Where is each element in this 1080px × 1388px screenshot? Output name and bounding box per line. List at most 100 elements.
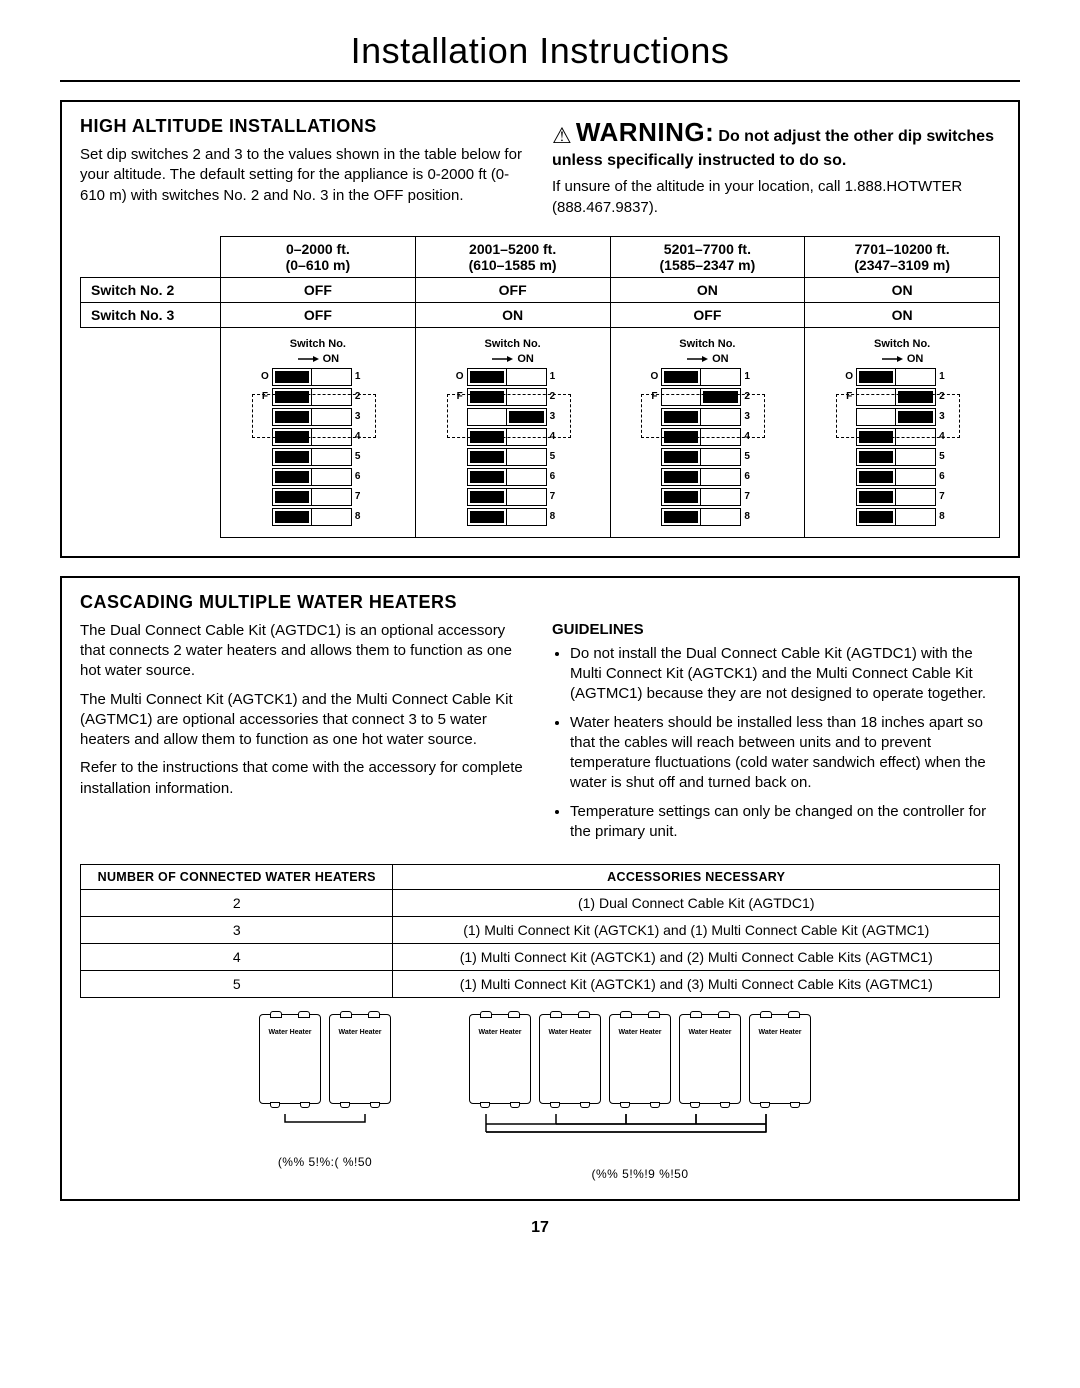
connector-5-icon: [455, 1114, 825, 1144]
r1c2: OFF: [610, 302, 805, 327]
dip-slot-on: [507, 508, 547, 526]
dip-slot-off: [856, 448, 896, 466]
dip-slot-off: [467, 488, 507, 506]
section1-p2: If unsure of the altitude in your locati…: [552, 177, 1000, 218]
dip-num: 6: [936, 471, 950, 482]
dip-slot-on: [701, 488, 741, 506]
dip-slot-off: [856, 488, 896, 506]
dip-slot-on: [896, 468, 936, 486]
acc-r1c0: 3: [81, 917, 393, 944]
dip-slot-off: [467, 368, 507, 386]
col-0: 0–2000 ft.(0–610 m): [221, 236, 416, 277]
row1-label: Switch No. 3: [81, 302, 221, 327]
dip-slot-on: [507, 468, 547, 486]
arrow-right-icon: [491, 355, 513, 363]
dip-num: 7: [547, 491, 561, 502]
dip-diagrams-row: Switch No. ON O1F2345678 Switch No. ON O…: [81, 327, 1000, 537]
section2-heading: CASCADING MULTIPLE WATER HEATERS: [80, 592, 1000, 613]
dip-slot-on: [896, 508, 936, 526]
dip-slot-on: [896, 368, 936, 386]
acc-r0c1: (1) Dual Connect Cable Kit (AGTDC1): [393, 890, 1000, 917]
dip-slot-off: [272, 448, 312, 466]
dip-title: Switch No.: [842, 338, 962, 350]
dip-on-label: ON: [258, 353, 378, 365]
section2-p1: The Dual Connect Cable Kit (AGTDC1) is a…: [80, 621, 528, 682]
cascade-diagrams: Water Heater Water Heater (%% 5!%:( %!50…: [80, 1014, 1000, 1181]
water-heater-icon: Water Heater: [609, 1014, 671, 1104]
section-high-altitude: HIGH ALTITUDE INSTALLATIONS Set dip swit…: [60, 100, 1020, 558]
dip-header-row: 0–2000 ft.(0–610 m) 2001–5200 ft.(610–15…: [81, 236, 1000, 277]
col-3: 7701–10200 ft.(2347–3109 m): [805, 236, 1000, 277]
dip-num: 8: [547, 511, 561, 522]
dip-num: 1: [547, 371, 561, 382]
dip-slot-off: [272, 488, 312, 506]
dip-slot-off: [661, 448, 701, 466]
acc-r1c1: (1) Multi Connect Kit (AGTCK1) and (1) M…: [393, 917, 1000, 944]
dip-slot-off: [661, 488, 701, 506]
dip-slot-on: [701, 508, 741, 526]
guideline-0: Do not install the Dual Connect Cable Ki…: [570, 644, 1000, 705]
accessories-table: NUMBER OF CONNECTED WATER HEATERS ACCESS…: [80, 864, 1000, 998]
heater-label: Water Heater: [269, 1029, 312, 1037]
arrow-right-icon: [686, 355, 708, 363]
dip-num: 5: [352, 451, 366, 462]
dip-slot-off: [467, 448, 507, 466]
cascade-caption-1: (%% 5!%:( %!50: [255, 1155, 395, 1169]
dip-num: 1: [741, 371, 755, 382]
heater-label: Water Heater: [759, 1029, 802, 1037]
guideline-1: Water heaters should be installed less t…: [570, 713, 1000, 794]
dip-on-label: ON: [647, 353, 767, 365]
heater-label: Water Heater: [689, 1029, 732, 1037]
dip-slot-off: [856, 508, 896, 526]
cascade-2unit: Water Heater Water Heater (%% 5!%:( %!50: [255, 1014, 395, 1181]
dip-left-label: O: [453, 371, 467, 382]
water-heater-icon: Water Heater: [539, 1014, 601, 1104]
dip-num: 1: [352, 371, 366, 382]
r1c1: ON: [415, 302, 610, 327]
dip-diagram-1: Switch No. ON O1F2345678: [415, 327, 610, 537]
heater-label: Water Heater: [549, 1029, 592, 1037]
dip-num: 7: [936, 491, 950, 502]
dip-left-label: O: [842, 371, 856, 382]
dip-slot-off: [272, 508, 312, 526]
guideline-2: Temperature settings can only be changed…: [570, 802, 1000, 843]
dip-num: 6: [741, 471, 755, 482]
dip-slot-on: [312, 448, 352, 466]
dip-num: 6: [352, 471, 366, 482]
dip-slot-off: [467, 508, 507, 526]
dip-title: Switch No.: [647, 338, 767, 350]
dip-slot-on: [312, 368, 352, 386]
arrow-right-icon: [881, 355, 903, 363]
acc-r2c1: (1) Multi Connect Kit (AGTCK1) and (2) M…: [393, 944, 1000, 971]
dip-slot-off: [856, 468, 896, 486]
r0c3: ON: [805, 277, 1000, 302]
dip-slot-on: [507, 368, 547, 386]
dip-slot-on: [312, 488, 352, 506]
dip-slot-off: [272, 368, 312, 386]
dip-slot-off: [467, 468, 507, 486]
dip-num: 8: [741, 511, 755, 522]
dash-highlight: [836, 394, 960, 438]
r0c1: OFF: [415, 277, 610, 302]
col-1: 2001–5200 ft.(610–1585 m): [415, 236, 610, 277]
dip-slot-on: [312, 508, 352, 526]
arrow-right-icon: [297, 355, 319, 363]
dip-diagram-3: Switch No. ON O1F2345678: [805, 327, 1000, 537]
acc-r3c1: (1) Multi Connect Kit (AGTCK1) and (3) M…: [393, 971, 1000, 998]
dip-diagram-0: Switch No. ON O1F2345678: [221, 327, 416, 537]
dip-slot-on: [312, 468, 352, 486]
cascade-caption-2: (%% 5!%!9 %!50: [455, 1167, 825, 1181]
section1-p1: Set dip switches 2 and 3 to the values s…: [80, 145, 528, 206]
dash-highlight: [252, 394, 376, 438]
cascade-5unit: Water Heater Water Heater Water Heater W…: [455, 1014, 825, 1181]
guidelines-list: Do not install the Dual Connect Cable Ki…: [552, 644, 1000, 842]
col-2: 5201–7700 ft.(1585–2347 m): [610, 236, 805, 277]
heater-label: Water Heater: [619, 1029, 662, 1037]
section2-p2: The Multi Connect Kit (AGTCK1) and the M…: [80, 690, 528, 751]
dip-slot-on: [701, 468, 741, 486]
dip-num: 8: [352, 511, 366, 522]
connector-2-icon: [255, 1114, 395, 1132]
dip-num: 1: [936, 371, 950, 382]
guidelines-head: GUIDELINES: [552, 621, 1000, 638]
heater-label: Water Heater: [339, 1029, 382, 1037]
